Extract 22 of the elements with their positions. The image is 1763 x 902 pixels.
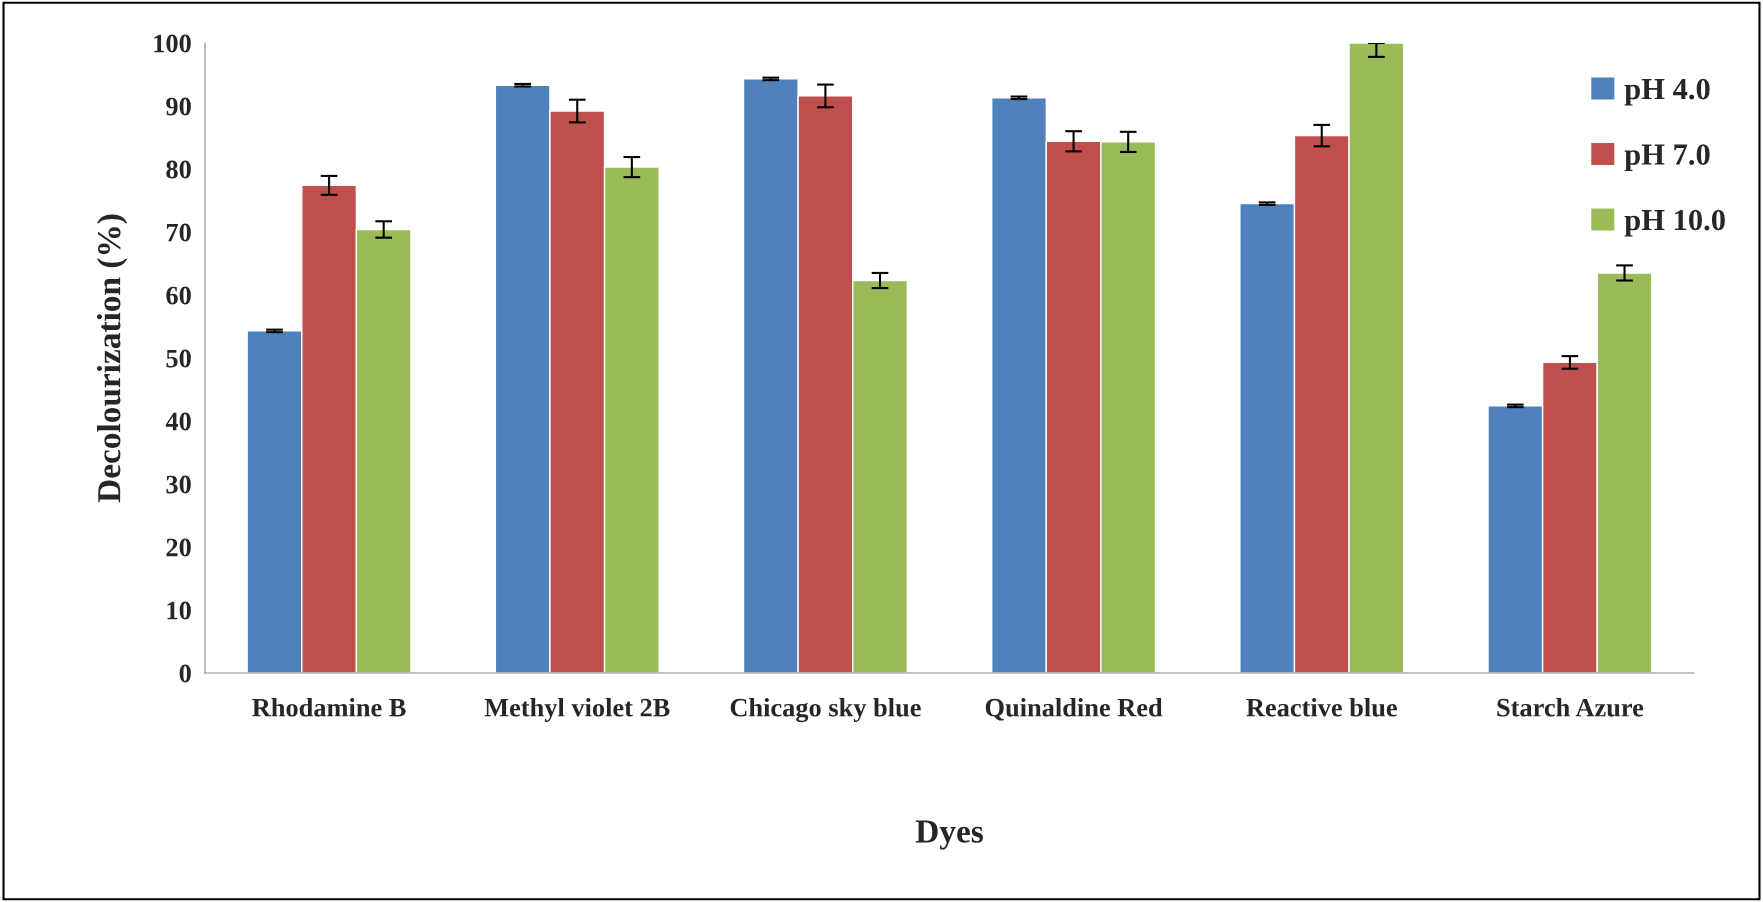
y-tick-label: 50	[166, 349, 191, 368]
x-tick-label: Quinaldine Red	[985, 698, 1163, 721]
legend-label: pH 7.0	[1624, 144, 1710, 172]
y-tick-label: 90	[166, 97, 191, 116]
x-tick-label: Chicago sky blue	[730, 698, 921, 723]
y-tick-label: 0	[179, 664, 191, 683]
x-tick-label: Methyl violet 2B	[484, 698, 670, 723]
y-tick-label: 70	[166, 223, 191, 242]
y-tick-label: 30	[166, 475, 191, 494]
legend-label: pH 4.0	[1624, 78, 1710, 106]
y-tick-label: 40	[165, 412, 191, 431]
legend-label: pH 10.0	[1624, 209, 1725, 237]
y-tick-label: 20	[166, 538, 191, 557]
y-tick-label: 10	[167, 601, 191, 620]
y-tick-label: 80	[166, 160, 191, 179]
x-tick-label: Rhodamine B	[252, 698, 406, 717]
x-axis-title: Dyes	[915, 820, 983, 850]
y-axis-title: Decolourization (%)	[96, 214, 128, 503]
x-tick-label: Starch Azure	[1497, 698, 1644, 717]
y-tick-label: 100	[154, 34, 191, 53]
y-tick-label: 60	[166, 286, 191, 305]
x-tick-label: Reactive blue	[1246, 698, 1397, 717]
